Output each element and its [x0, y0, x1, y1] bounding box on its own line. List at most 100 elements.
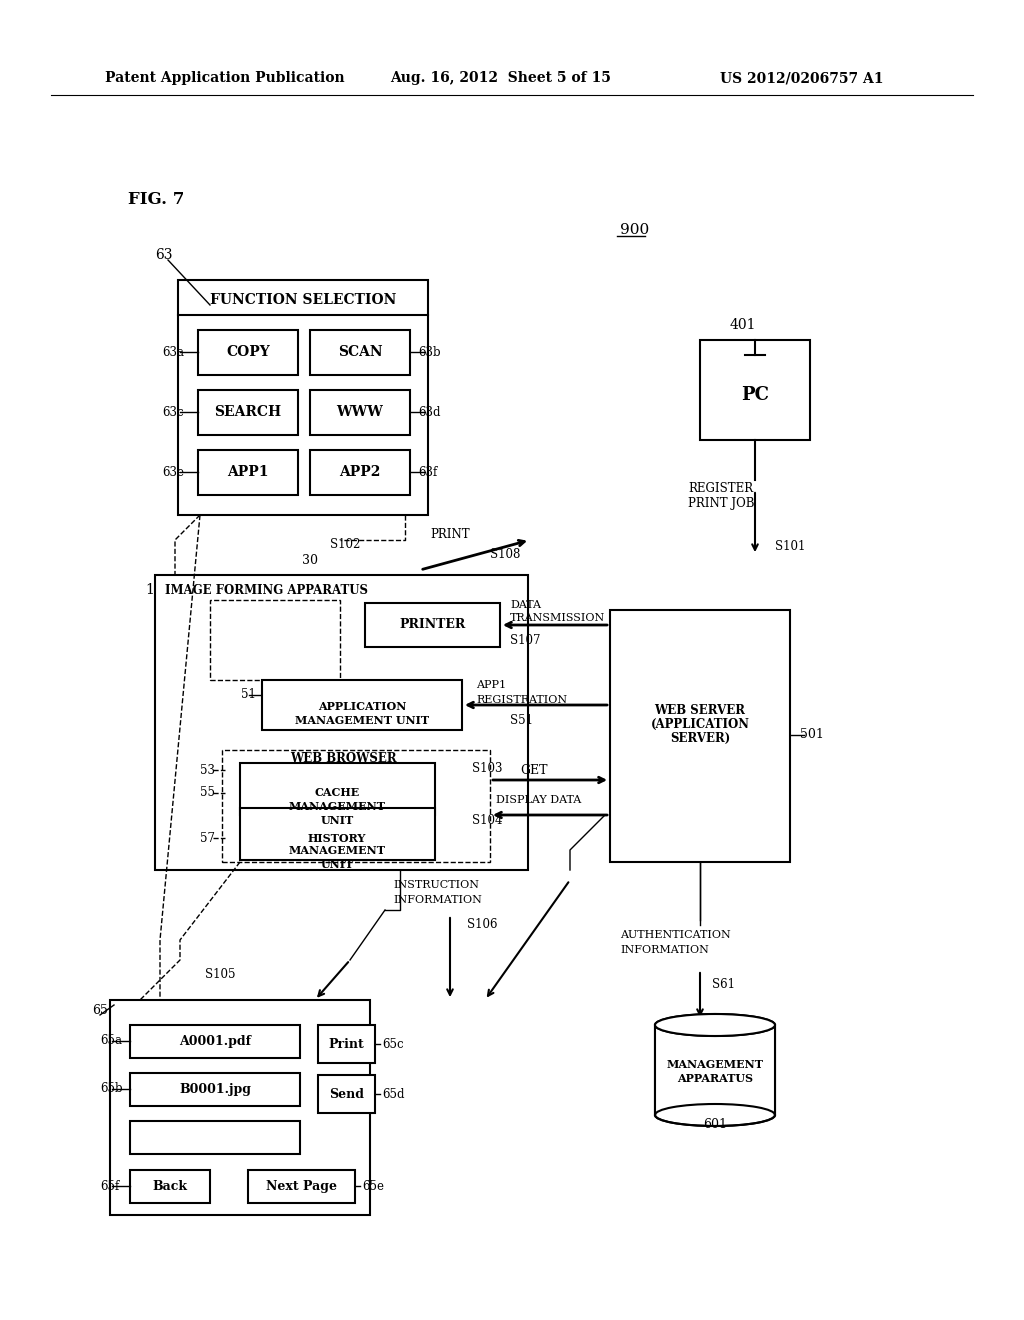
Text: HISTORY: HISTORY	[308, 833, 367, 843]
FancyBboxPatch shape	[222, 750, 490, 862]
Text: 65c: 65c	[382, 1038, 403, 1051]
Text: FIG. 7: FIG. 7	[128, 191, 184, 209]
Text: 57: 57	[200, 832, 215, 845]
FancyBboxPatch shape	[130, 1121, 300, 1154]
Text: S101: S101	[775, 540, 805, 553]
Text: S51: S51	[510, 714, 534, 726]
FancyBboxPatch shape	[248, 1170, 355, 1203]
FancyBboxPatch shape	[130, 1170, 210, 1203]
Text: A0001.pdf: A0001.pdf	[179, 1035, 251, 1048]
Text: S61: S61	[712, 978, 735, 991]
Text: 53: 53	[200, 763, 215, 776]
Text: Next Page: Next Page	[266, 1180, 337, 1193]
Text: Print: Print	[329, 1038, 365, 1051]
Text: 65e: 65e	[362, 1180, 384, 1192]
FancyBboxPatch shape	[310, 450, 410, 495]
Text: GET: GET	[520, 763, 548, 776]
Text: APP2: APP2	[339, 466, 381, 479]
Text: 65a: 65a	[100, 1035, 122, 1048]
Text: SERVER): SERVER)	[670, 731, 730, 744]
Ellipse shape	[655, 1014, 775, 1036]
Ellipse shape	[655, 1014, 775, 1036]
FancyBboxPatch shape	[240, 808, 435, 861]
Text: 601: 601	[703, 1118, 727, 1131]
Text: 65f: 65f	[100, 1180, 119, 1192]
Text: FUNCTION SELECTION: FUNCTION SELECTION	[210, 293, 396, 308]
FancyBboxPatch shape	[130, 1073, 300, 1106]
Text: REGISTER: REGISTER	[688, 482, 753, 495]
Text: INFORMATION: INFORMATION	[393, 895, 482, 906]
Text: S107: S107	[510, 634, 541, 647]
Text: 65b: 65b	[100, 1082, 123, 1096]
Text: 65d: 65d	[382, 1088, 404, 1101]
Text: Send: Send	[329, 1088, 364, 1101]
Text: 63a: 63a	[162, 346, 184, 359]
Text: MANAGEMENT UNIT: MANAGEMENT UNIT	[295, 714, 429, 726]
Text: (APPLICATION: (APPLICATION	[650, 718, 750, 730]
Text: 63d: 63d	[418, 405, 440, 418]
Text: PRINTER: PRINTER	[399, 619, 466, 631]
FancyBboxPatch shape	[262, 680, 462, 730]
Ellipse shape	[655, 1104, 775, 1126]
Text: US 2012/0206757 A1: US 2012/0206757 A1	[720, 71, 884, 84]
Text: IMAGE FORMING APPARATUS: IMAGE FORMING APPARATUS	[165, 583, 368, 597]
Text: INFORMATION: INFORMATION	[620, 945, 709, 954]
FancyBboxPatch shape	[655, 1026, 775, 1115]
Text: S103: S103	[472, 762, 503, 775]
Text: TRANSMISSION: TRANSMISSION	[510, 612, 605, 623]
FancyBboxPatch shape	[240, 763, 435, 814]
Text: PRINT: PRINT	[430, 528, 470, 541]
FancyBboxPatch shape	[610, 610, 790, 862]
Text: APP1: APP1	[476, 680, 506, 690]
Text: 501: 501	[800, 729, 824, 742]
Text: MANAGEMENT: MANAGEMENT	[289, 800, 385, 812]
Text: 65: 65	[92, 1003, 108, 1016]
Text: B0001.jpg: B0001.jpg	[179, 1082, 251, 1096]
FancyBboxPatch shape	[178, 280, 428, 515]
FancyBboxPatch shape	[365, 603, 500, 647]
Text: DISPLAY DATA: DISPLAY DATA	[496, 795, 582, 805]
Text: 63f: 63f	[418, 466, 437, 479]
FancyBboxPatch shape	[318, 1074, 375, 1113]
Text: MANAGEMENT: MANAGEMENT	[667, 1060, 764, 1071]
Text: APP1: APP1	[227, 466, 268, 479]
Text: 30: 30	[302, 553, 318, 566]
Text: S105: S105	[205, 969, 236, 982]
Text: WEB SERVER: WEB SERVER	[654, 704, 745, 717]
Text: Patent Application Publication: Patent Application Publication	[105, 71, 345, 84]
FancyBboxPatch shape	[310, 389, 410, 436]
Text: 63e: 63e	[162, 466, 184, 479]
Text: 63: 63	[155, 248, 172, 261]
Text: S102: S102	[330, 539, 360, 552]
Text: S108: S108	[490, 549, 520, 561]
Text: SCAN: SCAN	[338, 346, 382, 359]
FancyBboxPatch shape	[198, 330, 298, 375]
Text: 900: 900	[620, 223, 649, 238]
Text: INSTRUCTION: INSTRUCTION	[393, 880, 479, 890]
Text: 63b: 63b	[418, 346, 440, 359]
FancyBboxPatch shape	[700, 341, 810, 440]
Text: 51: 51	[241, 689, 256, 701]
FancyBboxPatch shape	[318, 1026, 375, 1063]
Text: 401: 401	[730, 318, 757, 333]
Text: 63c: 63c	[162, 405, 183, 418]
FancyBboxPatch shape	[198, 450, 298, 495]
Text: Aug. 16, 2012  Sheet 5 of 15: Aug. 16, 2012 Sheet 5 of 15	[390, 71, 611, 84]
Text: CACHE: CACHE	[314, 788, 359, 799]
Text: APPLICATION: APPLICATION	[317, 701, 407, 711]
Text: WWW: WWW	[337, 405, 383, 420]
Text: AUTHENTICATION: AUTHENTICATION	[620, 931, 731, 940]
Text: S104: S104	[472, 813, 503, 826]
FancyBboxPatch shape	[155, 576, 528, 870]
FancyBboxPatch shape	[210, 601, 340, 680]
Text: SEARCH: SEARCH	[214, 405, 282, 420]
Text: UNIT: UNIT	[321, 858, 353, 870]
FancyBboxPatch shape	[110, 1001, 370, 1214]
FancyBboxPatch shape	[130, 1026, 300, 1059]
Text: PC: PC	[741, 385, 769, 404]
Text: 55: 55	[200, 787, 215, 800]
FancyBboxPatch shape	[198, 389, 298, 436]
Text: S106: S106	[467, 919, 498, 932]
Text: REGISTRATION: REGISTRATION	[476, 696, 567, 705]
Text: MANAGEMENT: MANAGEMENT	[289, 846, 385, 857]
